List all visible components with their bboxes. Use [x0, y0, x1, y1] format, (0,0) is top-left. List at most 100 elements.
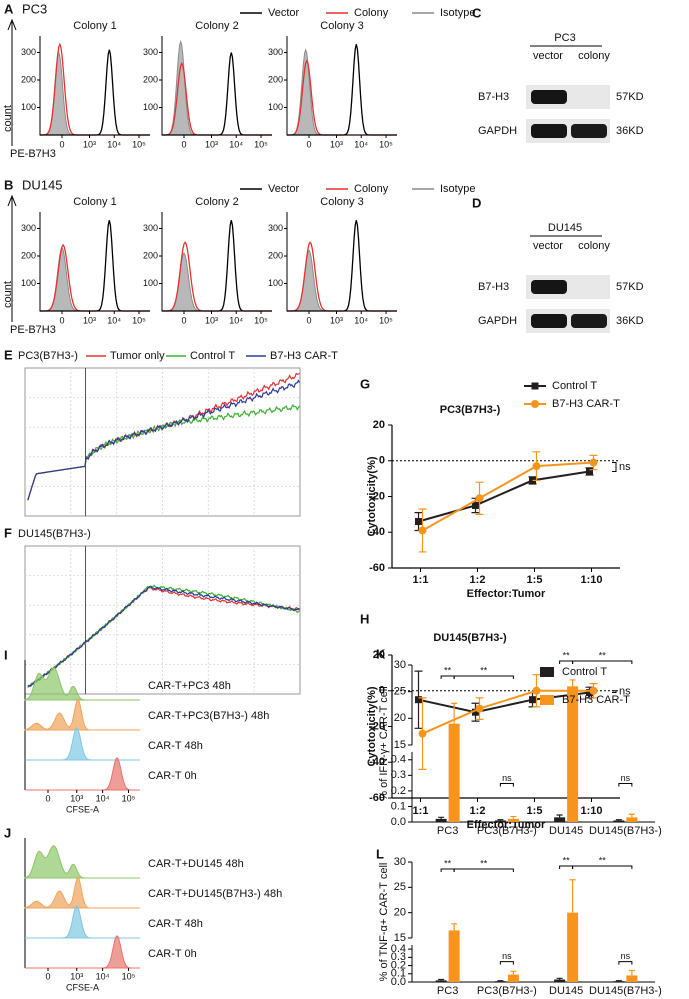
protein-label: B7-H3: [478, 91, 509, 103]
legend-marker: [531, 382, 539, 390]
y-tick-label: 20: [373, 419, 385, 431]
panel-letter: E: [4, 347, 13, 362]
x-tick-label: 10³: [70, 971, 83, 981]
x-axis-label: PE-B7H3: [10, 324, 56, 336]
x-tick-label: 10⁴: [229, 139, 243, 149]
error-bar: [451, 702, 458, 724]
ridge-label: CAR-T+PC3(B7H3-) 48h: [148, 710, 269, 722]
legend-label: Control T: [190, 350, 235, 362]
y-tick-label: -60: [369, 792, 385, 804]
legend-label: Isotype: [440, 7, 475, 19]
error-bar: [438, 978, 445, 981]
bar: [494, 981, 506, 982]
protein-label: GAPDH: [478, 315, 517, 327]
series-line: [422, 689, 594, 735]
x-tick-label: 10³: [83, 139, 96, 149]
y-tick-label: 100: [268, 278, 283, 288]
isotype-curve: [287, 48, 397, 136]
bar: [494, 820, 506, 822]
chart-title: DU145(B7H3-): [18, 528, 91, 540]
y-tick-label: 100: [143, 102, 158, 112]
panel-letter: A: [4, 1, 14, 16]
y-axis-label: Cytotoxicity(%): [366, 456, 378, 536]
point: [586, 689, 593, 697]
annotation: ns: [621, 773, 631, 783]
x-tick-label: PC3(B7H3-): [477, 985, 537, 997]
y-tick-label: -40: [369, 526, 385, 538]
x-tick-label: 10³: [330, 315, 343, 325]
y-tick-label: 20: [394, 907, 406, 919]
bar: [567, 912, 579, 982]
y-axis-label: % of TNF-α+ CAR-T cell: [378, 863, 390, 982]
y-tick-label: 200: [143, 250, 158, 260]
x-tick-label: 10⁵: [122, 971, 136, 981]
bar: [554, 817, 566, 822]
error-bar: [556, 977, 563, 980]
x-tick-label: 0: [181, 315, 186, 325]
x-tick-label: 1:10: [580, 805, 602, 817]
x-tick-label: DU145: [549, 985, 583, 997]
ridge-label: CAR-T 48h: [148, 918, 203, 930]
y-axis-label: Cytotoxicity(%): [366, 686, 378, 766]
size-label: 36KD: [616, 125, 644, 137]
band: [531, 314, 567, 328]
x-axis-label: CFSE-A: [66, 804, 99, 814]
y-tick-label: 0.4: [391, 754, 406, 766]
size-label: 36KD: [616, 315, 644, 327]
y-tick-label: 30: [394, 856, 406, 868]
cell-line: PC3: [22, 1, 47, 16]
y-arrow: [7, 194, 17, 322]
bar: [613, 820, 625, 822]
annotation: ns: [502, 773, 512, 783]
lane-label: colony: [578, 240, 610, 252]
point: [589, 458, 598, 467]
y-tick-label: 200: [21, 250, 36, 260]
cell-line: DU145: [22, 177, 62, 192]
ridge: [25, 726, 140, 761]
y-tick-label: 300: [268, 223, 283, 233]
error-bar: [569, 679, 576, 687]
y-tick-label: 100: [21, 278, 36, 288]
x-tick-label: 10³: [330, 139, 343, 149]
bar: [507, 818, 519, 822]
panel-letter: G: [360, 376, 370, 391]
bar: [626, 975, 638, 982]
y-tick-label: 0.1: [391, 968, 406, 980]
y-arrow: [7, 18, 17, 146]
sig-bracket: [453, 675, 514, 679]
y-tick-label: -40: [369, 756, 385, 768]
legend-label: Colony: [354, 7, 389, 19]
x-tick-label: PC3: [437, 985, 458, 997]
colony-title: Colony 1: [73, 20, 116, 32]
y-tick-label: 300: [143, 47, 158, 57]
axis: [161, 36, 272, 136]
y-tick-label: 0.0: [391, 976, 406, 988]
chart-title: DU145(B7H3-): [433, 632, 507, 644]
sig-bracket: [618, 783, 633, 787]
point: [532, 686, 541, 695]
y-tick-label: 200: [21, 74, 36, 84]
legend-label: Control T: [562, 666, 607, 678]
x-tick-label: 0: [59, 139, 64, 149]
point: [418, 526, 427, 535]
legend-label: Isotype: [440, 183, 475, 195]
point: [418, 729, 427, 738]
bar: [626, 817, 638, 822]
axis: [286, 212, 397, 312]
x-tick-label: 10⁵: [132, 315, 146, 325]
colony-title: Colony 2: [195, 20, 238, 32]
sig-bracket: [559, 660, 574, 664]
axis: [39, 212, 150, 312]
band: [571, 314, 607, 328]
colony-title: Colony 3: [320, 20, 363, 32]
x-tick-label: 10⁵: [379, 139, 393, 149]
series-line: [418, 691, 590, 714]
x-tick-label: 10⁴: [107, 139, 121, 149]
sig-bracket: [572, 865, 633, 869]
ridge: [25, 756, 140, 791]
y-tick-label: 0: [379, 685, 385, 697]
protein-label: B7-H3: [478, 281, 509, 293]
x-tick-label: 10⁵: [132, 139, 146, 149]
x-tick-label: 10⁴: [96, 793, 110, 803]
